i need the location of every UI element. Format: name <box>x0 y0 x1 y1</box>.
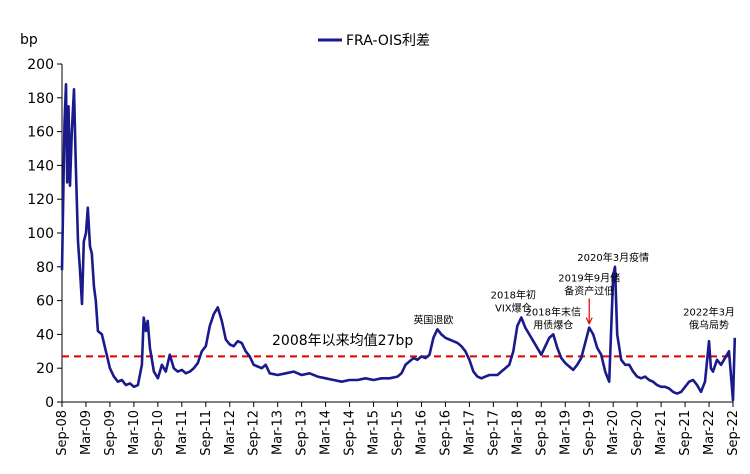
annotation-label: 2018年初 <box>491 289 536 302</box>
annotation-label: 英国退欧 <box>413 313 453 326</box>
x-tick-label: Sep-08 <box>55 410 70 456</box>
x-tick-label: Sep-14 <box>343 410 358 456</box>
x-tick-label: Sep-11 <box>199 410 214 456</box>
x-tick-label: Sep-18 <box>534 410 549 456</box>
x-tick-label: Sep-20 <box>630 410 645 456</box>
y-tick-label: 0 <box>45 395 54 411</box>
y-tick-label: 80 <box>36 260 54 276</box>
y-tick-label: 160 <box>27 125 54 141</box>
x-tick-label: Mar-12 <box>223 410 238 455</box>
x-tick-label: Mar-14 <box>319 410 334 455</box>
x-tick-label: Mar-17 <box>462 410 477 455</box>
x-axis: Sep-08 Mar-09 Sep-09 Mar-10 Sep-10 Mar-11 Sep-… <box>55 401 741 456</box>
annotation-label: 2019年9月储 <box>558 272 620 285</box>
x-tick-label: Sep-13 <box>295 410 310 456</box>
series-line-fra-ois <box>60 83 737 402</box>
annotation-label: 俄乌局势 <box>689 318 729 331</box>
y-tick-label: 140 <box>27 158 54 174</box>
average-line-label: 2008年以来均值27bp <box>272 333 413 349</box>
legend: FRA-OIS利差 <box>318 33 430 49</box>
annotation-label: 用债爆仓 <box>533 318 573 331</box>
annotation-label: VIX爆仓 <box>495 302 532 315</box>
x-tick-label: Sep-21 <box>678 410 693 456</box>
y-tick-label: 200 <box>27 57 54 73</box>
x-tick-label: Mar-18 <box>510 410 525 455</box>
y-tick-label: 60 <box>36 294 54 310</box>
x-tick-label: Mar-21 <box>654 410 669 455</box>
annotation-arrowhead <box>585 317 593 325</box>
x-tick-label: Sep-10 <box>151 410 166 456</box>
x-tick-label: Sep-16 <box>438 410 453 456</box>
y-tick-label: 40 <box>36 327 54 343</box>
plot-area <box>60 83 737 402</box>
x-tick-label: Sep-22 <box>726 410 741 456</box>
x-tick-label: Mar-09 <box>79 410 94 455</box>
annotation-label: 2018年末信 <box>526 305 581 318</box>
x-tick-label: Mar-16 <box>414 410 429 455</box>
annotation-label: 2020年3月疫情 <box>577 251 649 264</box>
annotation-label: 备资产过低 <box>564 285 614 298</box>
x-tick-label: Sep-12 <box>247 410 262 456</box>
x-tick-label: Mar-22 <box>702 410 717 455</box>
x-tick-label: Sep-15 <box>391 410 406 456</box>
x-tick-label: Mar-13 <box>271 410 286 455</box>
x-tick-label: Sep-09 <box>103 410 118 456</box>
y-tick-label: 100 <box>27 226 54 242</box>
y-unit-label: bp <box>20 32 38 48</box>
x-tick-label: Mar-15 <box>367 410 382 455</box>
x-tick-label: Mar-19 <box>558 410 573 455</box>
x-tick-label: Mar-20 <box>606 410 621 455</box>
y-tick-label: 120 <box>27 192 54 208</box>
y-tick-label: 180 <box>27 91 54 107</box>
x-tick-label: Mar-11 <box>175 410 190 455</box>
y-tick-label: 20 <box>36 361 54 377</box>
legend-label: FRA-OIS利差 <box>346 33 430 49</box>
y-axis: 0 20 40 60 80 100 120 140 160 180 200 <box>27 57 63 411</box>
annotation-label: 2022年3月 <box>683 305 735 318</box>
x-tick-label: Mar-10 <box>127 410 142 455</box>
x-tick-label: Sep-17 <box>486 410 501 456</box>
x-tick-label: Sep-19 <box>582 410 597 456</box>
